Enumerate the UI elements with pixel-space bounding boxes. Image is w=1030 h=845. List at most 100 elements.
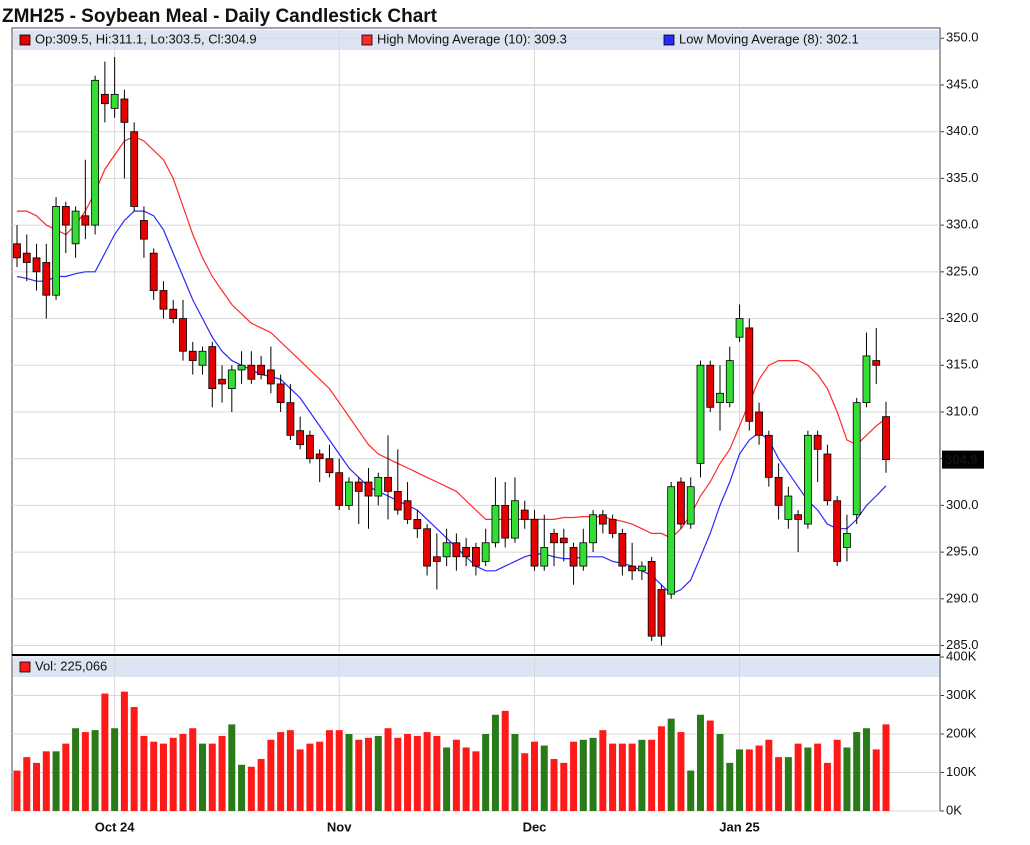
candle-body	[140, 220, 148, 240]
volume-bar	[775, 757, 783, 811]
candle-body	[100, 93, 109, 105]
candle-body	[52, 206, 60, 296]
y-tick-label: 340.0	[946, 123, 979, 138]
candle-body	[755, 411, 763, 436]
candle-body	[598, 514, 607, 525]
volume-bar	[804, 747, 812, 811]
volume-bar	[726, 762, 734, 811]
candle-body	[520, 509, 529, 520]
volume-bar	[150, 741, 158, 811]
volume-bar	[413, 735, 421, 811]
volume-bar	[228, 724, 236, 811]
volume-bar	[765, 739, 773, 811]
volume-bar	[355, 739, 363, 811]
volume-bar	[111, 728, 119, 811]
volume-bar	[452, 739, 460, 811]
volume-bar	[62, 743, 70, 811]
volume-bar	[23, 757, 31, 811]
last-price-label: 304.9	[945, 452, 978, 467]
candle-body	[472, 547, 480, 567]
volume-bar	[130, 707, 138, 811]
volume-bar	[404, 734, 412, 811]
candle-body	[13, 243, 21, 259]
volume-bar	[433, 735, 441, 811]
volume-bar	[325, 730, 333, 811]
candle-body	[110, 93, 119, 109]
legend-swatch	[663, 34, 675, 46]
legend-band	[13, 30, 939, 50]
y-tick-label: 330.0	[946, 217, 979, 232]
candle-body	[628, 565, 637, 572]
volume-bar	[482, 734, 490, 811]
candle-body	[384, 476, 392, 492]
volume-bar	[277, 732, 285, 811]
y-tick-label: 320.0	[946, 310, 979, 325]
candle-body	[686, 486, 695, 525]
legend-swatch	[19, 661, 31, 673]
y-tick-label: 285.0	[946, 637, 979, 652]
candle-body	[882, 416, 890, 461]
volume-bar	[72, 728, 80, 811]
volume-bar	[335, 730, 343, 811]
candle-body	[852, 402, 861, 516]
legend-band	[13, 658, 939, 677]
legend-label: High Moving Average (10): 309.3	[377, 31, 567, 46]
volume-bar	[628, 743, 636, 811]
volume-bar	[179, 734, 187, 811]
candle-body	[530, 519, 539, 567]
candle-body	[335, 472, 344, 506]
candle-body	[559, 537, 568, 544]
moving-average-line	[17, 135, 887, 539]
y-tick-label: 345.0	[946, 76, 979, 91]
candle-body	[266, 369, 275, 385]
candle-body	[501, 504, 510, 539]
candle-body	[91, 79, 100, 226]
candle-body	[677, 481, 685, 525]
volume-bar	[716, 734, 724, 811]
candle-body	[803, 434, 812, 525]
candle-body	[862, 355, 871, 404]
candle-body	[296, 430, 305, 446]
candle-body	[42, 262, 51, 296]
candle-body	[120, 98, 129, 123]
y-tick-label: 335.0	[946, 170, 979, 185]
y-tick-label: 295.0	[946, 544, 979, 559]
candle-body	[823, 453, 832, 502]
y-tick-label: 315.0	[946, 357, 979, 372]
volume-bar	[491, 714, 499, 811]
volume-bar	[286, 730, 294, 811]
candle-body	[784, 495, 793, 520]
candle-body	[208, 346, 217, 390]
candle-body	[354, 481, 363, 492]
volume-bar	[423, 732, 431, 811]
candle-body	[618, 533, 627, 567]
volume-bar	[823, 762, 831, 811]
volume-bar	[696, 714, 704, 811]
y-tick-label: 310.0	[946, 403, 979, 418]
volume-bar	[267, 739, 275, 811]
volume-bar	[189, 728, 197, 811]
candle-body	[149, 252, 158, 291]
candle-body	[647, 561, 656, 637]
candle-body	[481, 542, 490, 562]
volume-bar	[550, 759, 558, 811]
volume-bar	[13, 770, 21, 811]
volume-bar	[589, 737, 597, 811]
candle-body	[452, 542, 461, 558]
volume-bar	[599, 730, 607, 811]
volume-bar	[560, 762, 568, 811]
legend-label: Vol: 225,066	[35, 658, 107, 673]
volume-bar	[784, 757, 792, 811]
candle-body	[423, 528, 431, 567]
volume-bar	[657, 726, 665, 811]
candle-body	[794, 514, 803, 520]
volume-bar	[169, 737, 177, 811]
volume-bar	[638, 739, 646, 811]
candle-body	[764, 434, 773, 478]
volume-bar	[472, 751, 480, 811]
volume-bar	[882, 724, 890, 811]
volume-bar	[394, 737, 402, 811]
y-tick-label: 100K	[946, 764, 977, 779]
candle-body	[579, 542, 588, 567]
candle-body	[432, 556, 441, 562]
